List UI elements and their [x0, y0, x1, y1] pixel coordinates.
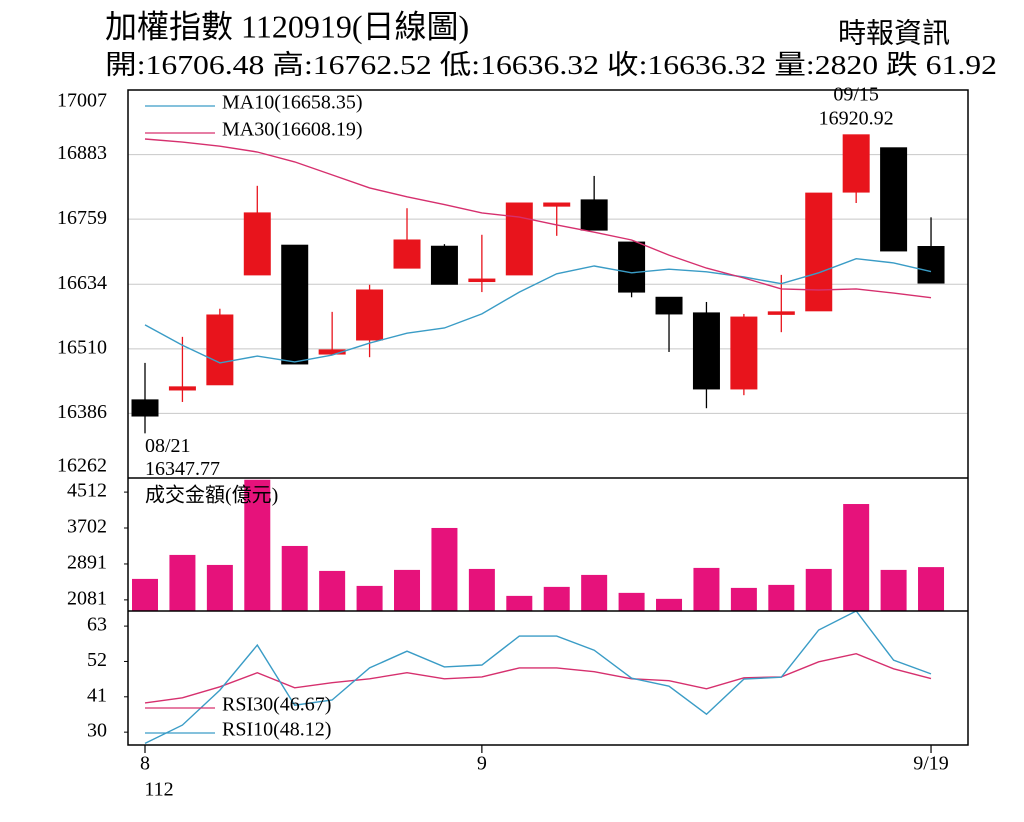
bar	[918, 567, 945, 611]
bar	[506, 595, 533, 611]
line-series	[144, 610, 932, 745]
x-tick-label: 9	[477, 753, 487, 775]
candle-body	[618, 241, 646, 293]
x-tick-label: 8	[140, 753, 150, 775]
bar	[319, 570, 346, 611]
bar	[656, 598, 683, 611]
candle-body	[767, 311, 795, 315]
y-tick-label: 16759	[57, 207, 107, 229]
candle-body	[356, 289, 384, 341]
candle-body	[281, 244, 309, 365]
candle-body	[243, 212, 271, 276]
y-tick-label: 41	[87, 684, 107, 706]
bar	[543, 586, 570, 611]
candle-body	[393, 239, 421, 269]
bar	[693, 567, 720, 611]
bar	[468, 568, 495, 611]
candle-body	[580, 199, 608, 231]
legend-label: MA10(16658.35)	[222, 92, 363, 114]
annotation-label: 09/15	[833, 83, 879, 105]
y-tick-label: 16386	[57, 401, 107, 423]
line-series	[144, 138, 932, 299]
labels-layer: 16262 16386 16510 16634 16759 16883 17007 MA10(…	[57, 83, 949, 800]
candle-body	[730, 316, 758, 390]
x-tick-label: 9/19	[913, 753, 949, 775]
annotation-value: 16347.77	[145, 458, 220, 480]
bar	[581, 574, 608, 611]
bar	[768, 584, 795, 611]
candle-body	[655, 296, 683, 315]
bar	[730, 587, 757, 611]
y-tick-label: 2081	[67, 587, 107, 609]
candle-body	[131, 399, 159, 417]
legend-label: MA30(16608.19)	[222, 119, 363, 141]
candle-body	[692, 312, 720, 390]
y-tick-label: 2891	[67, 552, 107, 574]
y-tick-label: 30	[87, 720, 107, 742]
bar	[206, 564, 233, 611]
bar	[880, 569, 907, 611]
y-tick-label: 16634	[57, 272, 107, 294]
bar	[805, 568, 832, 611]
candle-body	[468, 278, 496, 283]
line-series	[144, 257, 932, 364]
annotation-value: 16920.92	[819, 107, 894, 129]
summary: 開:16706.48 高:16762.52 低:16636.32 收:16636…	[105, 50, 997, 80]
bar	[132, 578, 158, 611]
candle-body	[880, 147, 908, 252]
bar	[394, 569, 421, 611]
annotation-label: 08/21	[145, 435, 191, 457]
y-tick-label: 4512	[67, 480, 107, 502]
bar	[618, 592, 645, 611]
legend-label: RSI10(48.12)	[222, 719, 331, 741]
marks-layer	[131, 134, 945, 745]
y-tick-label: 17007	[57, 90, 107, 112]
bar	[281, 545, 308, 611]
chart-title: 加權指數 1120919(日線圖)	[105, 8, 469, 44]
candle-body	[917, 246, 945, 284]
candle-body	[842, 134, 870, 193]
bar	[169, 554, 196, 611]
candle-body	[168, 386, 196, 391]
candle-body	[206, 314, 234, 386]
y-tick-label: 63	[87, 614, 107, 636]
candle-body	[805, 192, 833, 312]
candle-body	[430, 245, 458, 285]
frame	[127, 89, 969, 746]
y-tick-label: 52	[87, 649, 107, 671]
source: 時報資訊	[838, 17, 950, 49]
y-tick-label: 16883	[57, 142, 107, 164]
legend-label: RSI30(46.67)	[222, 694, 331, 716]
legend-label: 成交金額(億元)	[145, 484, 278, 507]
x-sublabel: 112	[144, 779, 173, 801]
candle-body	[505, 202, 533, 276]
y-tick-label: 3702	[67, 516, 107, 538]
candle-body	[318, 349, 346, 355]
candle-body	[543, 202, 571, 207]
y-tick-label: 16262	[57, 455, 107, 477]
bar	[843, 504, 870, 611]
bar	[244, 479, 271, 611]
bar	[356, 585, 383, 611]
line-series	[144, 652, 932, 704]
y-tick-label: 16510	[57, 336, 107, 358]
bar	[431, 527, 458, 611]
